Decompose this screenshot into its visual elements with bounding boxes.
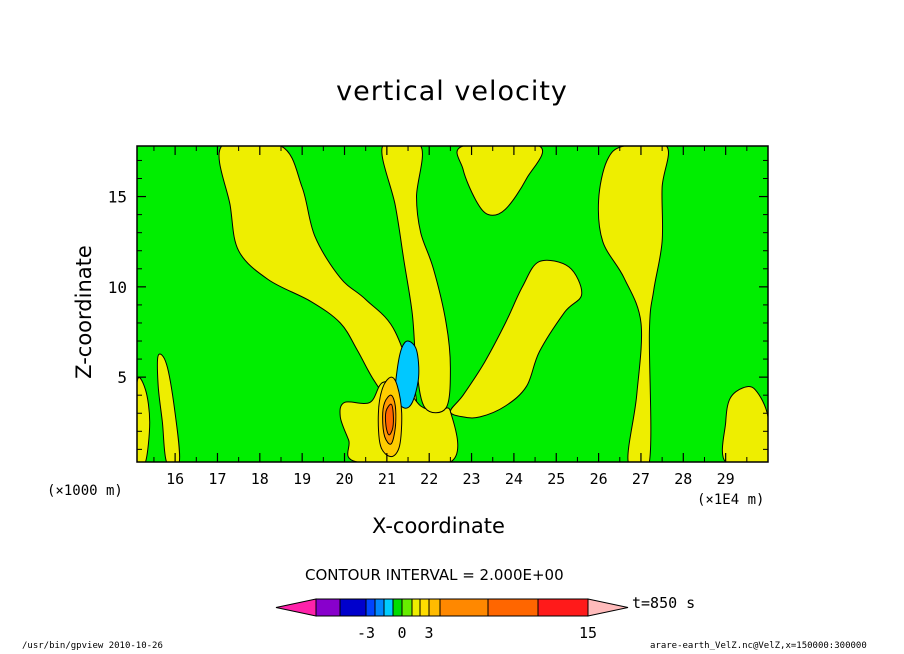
contour-interval-label: CONTOUR INTERVAL = 2.000E+00: [305, 566, 564, 584]
x-axis-label: X-coordinate: [372, 514, 505, 538]
colorbar-arrow-right: [587, 598, 629, 617]
x-tick-label-29: 29: [717, 470, 735, 488]
contour-region-7: [137, 377, 151, 462]
axes: 16 17 18 19 20 21 22 23 24 25 26 27 28 29 5 10 15: [108, 145, 769, 488]
x-tick-label-22: 22: [420, 470, 438, 488]
colorbar-segment-12: [537, 598, 589, 617]
x-tick-label-21: 21: [378, 470, 396, 488]
colorbar-segment-3: [374, 598, 385, 617]
x-tick-label-27: 27: [632, 470, 650, 488]
x-tick-label-28: 28: [674, 470, 692, 488]
colorbar-segment-1: [339, 598, 367, 617]
contour-fills: [137, 146, 768, 462]
x-tick-label-23: 23: [463, 470, 481, 488]
contour-region-2: [381, 146, 451, 414]
chart-title: vertical velocity: [336, 76, 568, 107]
colorbar-segment-10: [439, 598, 489, 617]
x-unit-left: (×1000 m): [47, 483, 123, 499]
contour-region-6: [721, 386, 768, 462]
plot-area: [137, 146, 768, 462]
x-tick-label-19: 19: [293, 470, 311, 488]
colorbar-segment-9: [428, 598, 441, 617]
colorbar-segment-7: [411, 598, 421, 617]
footer-right: arare-earth_VelZ.nc@VelZ,x=150000:300000: [650, 641, 867, 651]
colorbar-label-15: 15: [579, 624, 597, 642]
colorbar-segment-5: [392, 598, 403, 617]
x-tick-label-17: 17: [208, 470, 226, 488]
x-tick-label-16: 16: [166, 470, 184, 488]
colorbar-segment-8: [419, 598, 430, 617]
contour-region-12: [385, 403, 394, 436]
x-tick-label-18: 18: [251, 470, 269, 488]
colorbar-label-0: 0: [397, 624, 406, 642]
x-tick-label-20: 20: [335, 470, 353, 488]
contour-region-8: [156, 353, 181, 462]
colorbar-segment-0: [315, 598, 341, 617]
contour-region-5: [597, 146, 669, 462]
y-tick-label-15: 15: [108, 188, 127, 207]
colorbar-segment-6: [401, 598, 413, 617]
colorbar-segment-2: [365, 598, 376, 617]
colorbar-label-3: 3: [424, 624, 433, 642]
x-tick-label-24: 24: [505, 470, 523, 488]
colorbar-label--3: -3: [357, 624, 375, 642]
x-tick-label-26: 26: [590, 470, 608, 488]
colorbar-segment-11: [487, 598, 539, 617]
y-tick-label-10: 10: [108, 278, 127, 297]
contour-region-4: [449, 259, 583, 419]
plot-frame: [136, 145, 769, 463]
colorbar-segment-4: [383, 598, 394, 617]
colorbar: -3 0 3 15: [275, 598, 629, 642]
y-tick-label-5: 5: [117, 368, 127, 387]
x-tick-label-25: 25: [547, 470, 565, 488]
footer-left: /usr/bin/gpview 2010-10-26: [22, 641, 163, 651]
colorbar-arrow-left: [275, 598, 317, 617]
x-unit-right: (×1E4 m): [697, 492, 765, 508]
time-label: t=850 s: [632, 594, 696, 612]
contour-region-9: [394, 340, 420, 409]
